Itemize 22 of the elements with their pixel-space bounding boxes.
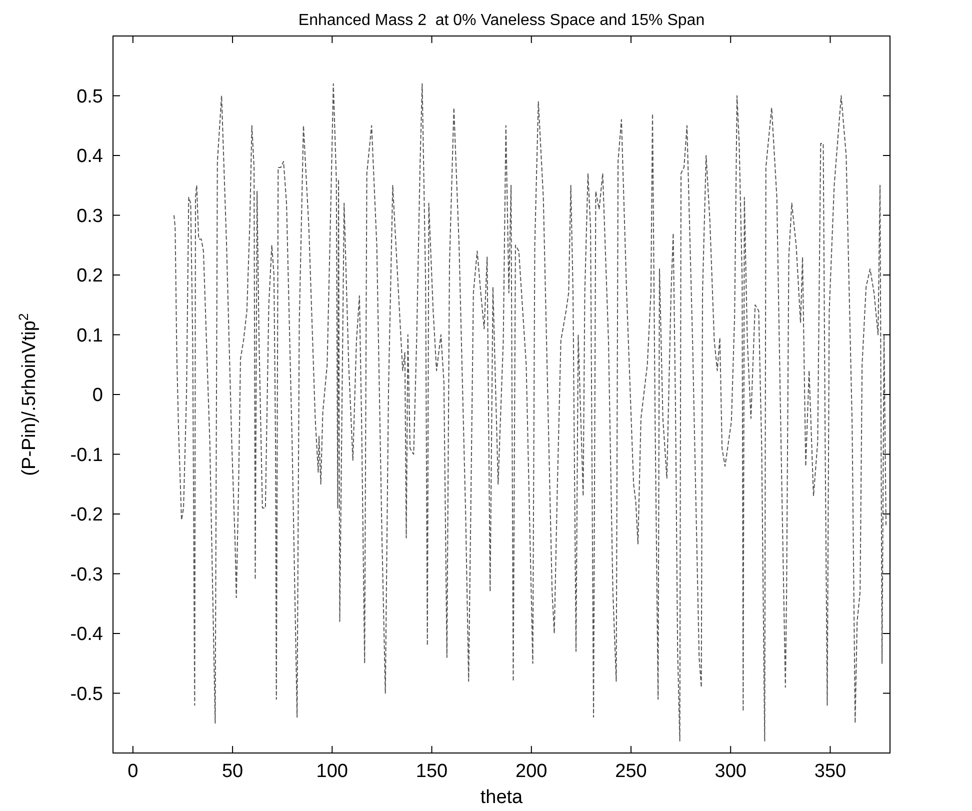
y-tick-label: -0.4	[70, 624, 104, 646]
y-tick-label: 0.2	[76, 266, 103, 287]
x-tick-label: 0	[128, 761, 138, 782]
x-tick-label: 50	[222, 761, 244, 782]
y-tick-label: 0.4	[76, 146, 104, 168]
x-tick-label: 200	[516, 761, 548, 782]
y-tick-label: -0.1	[70, 444, 103, 466]
y-tick-label: 0.3	[76, 206, 103, 227]
y-tick-label: 0.5	[76, 86, 103, 108]
y-tick-label: -0.3	[70, 564, 103, 586]
line-series	[173, 83, 887, 742]
y-tick-label: -0.2	[70, 504, 103, 526]
x-tick-label: 100	[316, 761, 348, 782]
x-tick-label: 250	[615, 761, 647, 782]
x-tick-label: 350	[814, 761, 846, 782]
y-tick-label: 0.1	[76, 325, 103, 346]
x-tick-label: 300	[714, 761, 746, 782]
y-tick-label: -0.5	[70, 684, 103, 705]
x-axis-title: theta	[480, 787, 524, 808]
y-tick-label: 0	[92, 385, 103, 406]
chart-title: Enhanced Mass 2 at 0% Vaneless Space and 15% Span	[298, 12, 705, 29]
x-tick-label: 150	[416, 761, 448, 782]
